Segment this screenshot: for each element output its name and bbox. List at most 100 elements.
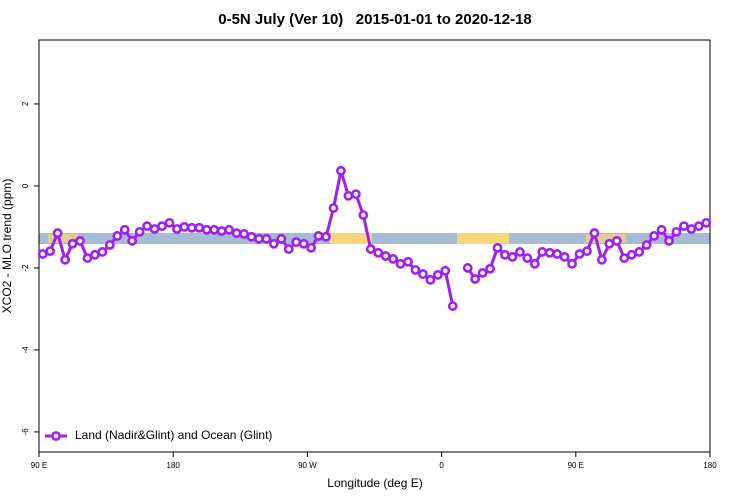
data-point — [567, 258, 577, 269]
data-point — [440, 265, 451, 276]
data-point — [291, 237, 302, 248]
y-tick-label: 2 — [21, 101, 30, 106]
plot-frame — [38, 39, 711, 453]
x-tick-label: 90 E — [568, 461, 584, 470]
data-point — [179, 222, 190, 232]
x-tick-label: 90 W — [298, 461, 317, 470]
data-point — [425, 274, 436, 285]
data-point — [500, 249, 510, 260]
data-point — [388, 254, 399, 264]
data-point — [321, 231, 331, 242]
chart-title: 0-5N July (Ver 10) 2015-01-01 to 2020-12… — [218, 11, 532, 28]
data-point — [507, 251, 518, 262]
data-point — [216, 226, 227, 236]
data-point — [37, 249, 48, 259]
data-point — [380, 251, 391, 261]
data-point — [686, 224, 697, 234]
legend-marker — [51, 431, 61, 441]
data-point — [52, 228, 63, 238]
x-tick-label: 90 E — [31, 461, 47, 470]
data-point — [246, 231, 257, 242]
data-point — [82, 253, 93, 263]
data-point — [194, 222, 205, 233]
data-point — [90, 249, 100, 260]
data-point — [604, 238, 615, 249]
data-point — [701, 217, 712, 228]
data-point — [97, 247, 108, 257]
data-point — [596, 254, 607, 265]
data-point — [201, 224, 212, 235]
land-band — [457, 233, 509, 244]
data-point — [358, 210, 369, 220]
data-point — [142, 221, 153, 232]
data-point — [276, 233, 287, 244]
data-point — [403, 256, 413, 267]
data-point — [671, 226, 682, 237]
data-point — [634, 247, 645, 257]
data-point — [134, 226, 145, 237]
data-point — [365, 244, 376, 254]
data-point — [373, 247, 384, 258]
data-point — [559, 251, 570, 262]
data-point — [350, 189, 361, 200]
data-point — [239, 229, 249, 239]
data-point — [157, 221, 167, 232]
data-point — [537, 247, 548, 257]
x-tick-label: 180 — [167, 461, 181, 470]
y-tick-label: -6 — [21, 428, 30, 436]
data-point — [75, 235, 85, 246]
data-point — [447, 301, 458, 311]
data-point — [104, 240, 115, 250]
land-band — [330, 233, 372, 244]
data-point — [268, 238, 279, 249]
data-point — [641, 240, 652, 250]
data-point — [514, 247, 525, 257]
data-point — [664, 235, 674, 246]
data-point — [298, 238, 309, 249]
data-point — [656, 224, 667, 235]
data-point — [306, 242, 317, 253]
data-point — [112, 231, 123, 241]
data-point — [209, 224, 220, 235]
data-point — [679, 221, 689, 232]
data-point — [186, 222, 197, 233]
data-point — [283, 244, 294, 254]
land-band — [48, 234, 78, 243]
data-point — [149, 224, 160, 234]
data-point — [589, 228, 600, 238]
data-point — [552, 249, 563, 259]
data-point — [336, 165, 346, 176]
data-point — [693, 221, 704, 232]
data-point — [261, 233, 272, 244]
data-point — [470, 274, 481, 284]
data-point — [45, 246, 56, 257]
data-point — [231, 228, 242, 238]
data-point — [649, 231, 659, 241]
data-point — [119, 224, 130, 235]
data-point — [328, 203, 339, 213]
land-band — [586, 234, 626, 243]
data-point — [529, 258, 540, 269]
data-point — [127, 235, 138, 246]
data-point — [395, 258, 406, 269]
data-point — [626, 249, 637, 260]
legend-label: Land (Nadir&Glint) and Ocean (Glint) — [75, 428, 272, 442]
data-point — [544, 247, 555, 258]
data-point — [60, 254, 70, 265]
y-axis-label: XCO2 - MLO trend (ppm) — [0, 179, 14, 314]
data-point — [343, 190, 354, 201]
data-point — [164, 217, 175, 228]
data-point — [254, 233, 264, 244]
data-point — [67, 238, 78, 249]
surface-band — [39, 233, 710, 244]
data-point — [313, 231, 324, 241]
x-tick-label: 180 — [703, 461, 717, 470]
data-point — [492, 242, 503, 253]
data-point — [432, 270, 443, 280]
y-tick-label: -2 — [21, 264, 30, 272]
data-point — [172, 224, 182, 234]
data-point — [619, 253, 630, 263]
y-tick-label: -4 — [21, 346, 30, 354]
x-axis-label: Longitude (deg E) — [327, 476, 422, 490]
